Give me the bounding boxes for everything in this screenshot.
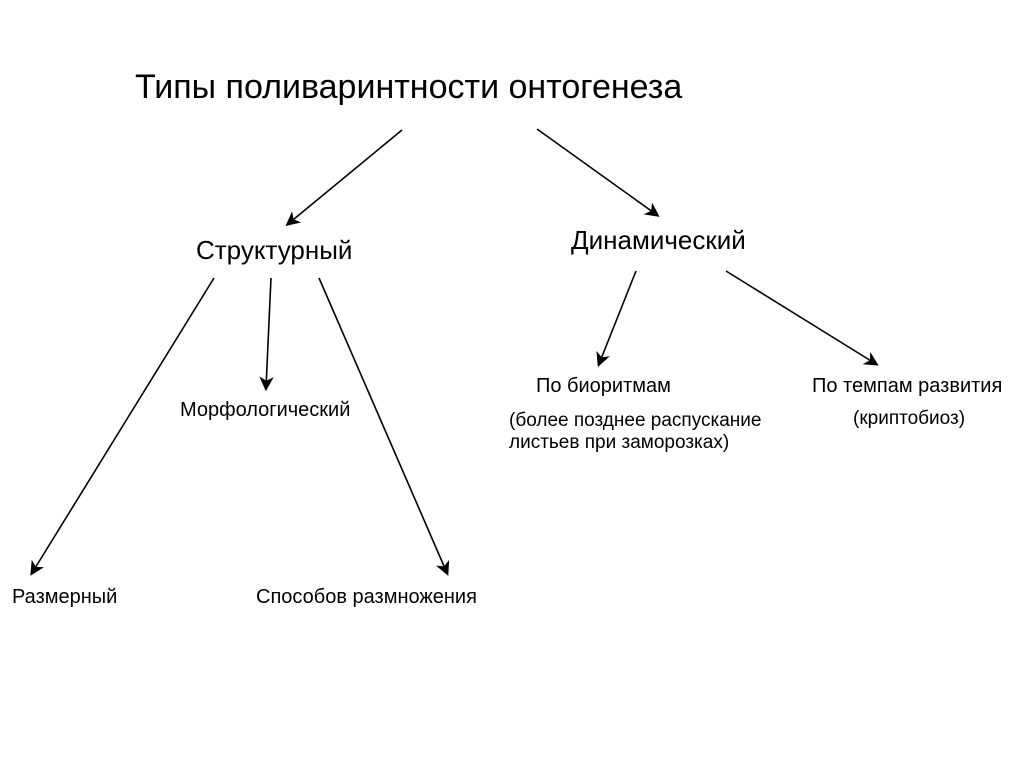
node-tempo: По темпам развития <box>812 375 1002 398</box>
edge-structural-to-morphological <box>266 278 271 388</box>
node-biorythms: По биоритмам <box>536 375 671 398</box>
node-reproduction: Способов размножения <box>256 586 477 609</box>
node-dynamic: Динамический <box>571 225 746 256</box>
edge-title-to-dynamic <box>537 129 657 215</box>
edge-structural-to-size <box>32 278 214 573</box>
node-tempo_note: (криптобиоз) <box>853 408 965 430</box>
node-size: Размерный <box>12 586 117 609</box>
node-biorythms_note: (более позднее распускание листьев при з… <box>509 410 779 454</box>
edge-title-to-structural <box>288 130 402 224</box>
diagram-title: Типы поливаринтности онтогенеза <box>135 68 682 107</box>
node-morphological: Морфологический <box>180 399 350 422</box>
edge-structural-to-reproduction <box>319 278 447 573</box>
edge-dynamic-to-tempo <box>726 271 876 364</box>
node-structural: Структурный <box>196 235 352 266</box>
edge-dynamic-to-biorythms <box>599 271 636 364</box>
